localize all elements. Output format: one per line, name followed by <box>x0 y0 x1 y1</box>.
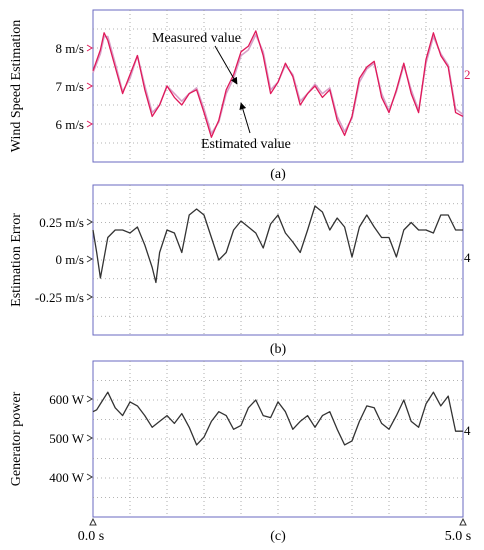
panel-label-c: (c) <box>270 529 286 544</box>
grid-b <box>93 185 463 335</box>
channel-marker-b: 4 <box>464 250 471 265</box>
ytick-marker-c-1 <box>86 434 93 442</box>
ytick-label-c-2: 400 W <box>49 470 85 485</box>
ytick-marker-a-2 <box>86 120 93 128</box>
ytick-label-c-1: 500 W <box>49 431 85 446</box>
panel-b: Estimation Error 0.25 m/s 0 m/s -0.25 m/… <box>9 184 471 357</box>
annotation-estimated: Estimated value <box>201 137 291 152</box>
ytick-marker-a-0 <box>86 44 93 52</box>
ylabel-a: Wind Speed Estimation <box>9 20 24 152</box>
series-group-b <box>92 205 463 284</box>
ytick-marker-b-1 <box>86 255 93 263</box>
ytick-marker-c-2 <box>86 473 93 481</box>
panel-a: Wind Speed Estimation 8 m/s 7 m/s 6 m/s … <box>9 9 471 182</box>
ytick-label-c-0: 600 W <box>49 392 85 407</box>
ytick-label-b-2: -0.25 m/s <box>35 290 84 305</box>
xtick-label-0: 0.0 s <box>78 529 104 544</box>
series-line-a-0 <box>92 30 464 138</box>
series-group-a <box>92 30 464 138</box>
ytick-label-a-1: 7 m/s <box>55 79 84 94</box>
panel-label-b: (b) <box>270 342 287 357</box>
channel-marker-a: 2 <box>464 67 471 82</box>
ytick-label-b-0: 0.25 m/s <box>39 215 84 230</box>
channel-marker-c: 4 <box>464 423 471 438</box>
ytick-label-a-0: 8 m/s <box>55 41 84 56</box>
ytick-marker-c-0 <box>86 395 93 403</box>
ytick-marker-a-1 <box>86 82 93 90</box>
arrow-measured <box>214 45 238 85</box>
series-group-c <box>92 391 463 446</box>
panel-label-a: (a) <box>270 167 286 182</box>
ylabel-c: Generator power <box>9 391 24 486</box>
xtick-label-1: 5.0 s <box>445 529 471 544</box>
ylabel-b: Estimation Error <box>9 213 24 307</box>
xtick-marker-0 <box>89 517 97 526</box>
xtick-marker-1 <box>459 517 467 526</box>
ytick-label-a-2: 6 m/s <box>55 117 84 132</box>
series-line-c-0 <box>92 391 463 446</box>
arrow-estimated <box>239 102 251 134</box>
annotation-measured: Measured value <box>152 31 241 46</box>
ytick-label-b-1: 0 m/s <box>55 252 84 267</box>
grid-c <box>93 361 463 517</box>
panel-c: Generator power 600 W 500 W 400 W 4 0.0 … <box>9 360 471 544</box>
ytick-marker-b-0 <box>86 218 93 226</box>
series-line-b-0 <box>92 205 463 284</box>
ytick-marker-b-2 <box>86 293 93 301</box>
